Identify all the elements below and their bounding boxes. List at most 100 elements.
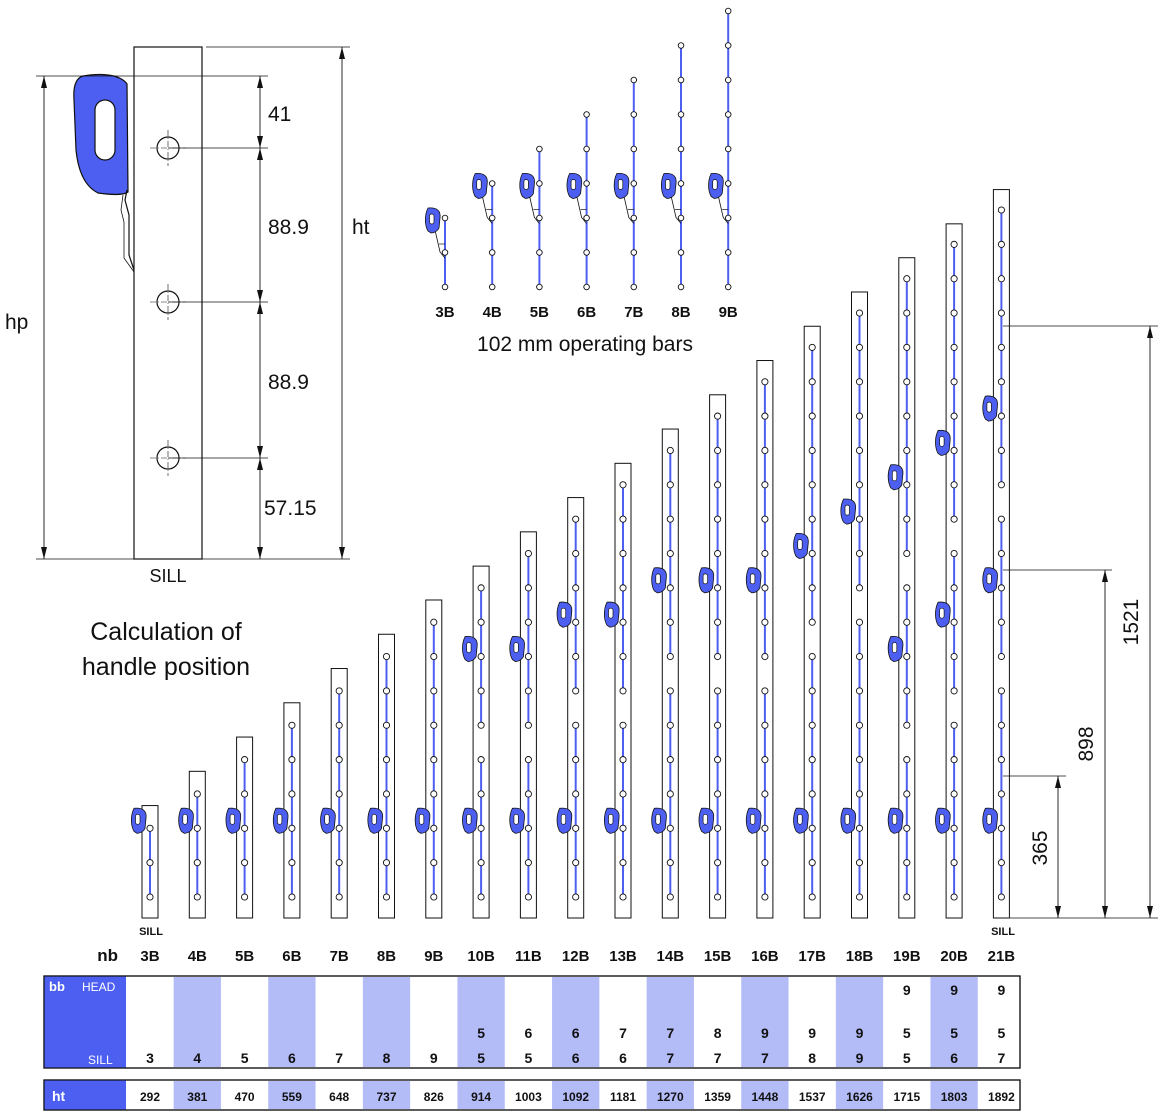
ht-value-6B: 559 xyxy=(282,1090,302,1104)
drawing-title-line-2: handle position xyxy=(82,653,250,681)
nb-header-12B: 12B xyxy=(562,948,590,965)
bb-column-shade xyxy=(268,977,316,1067)
main-bar-15B xyxy=(698,394,727,919)
bb-sill-value: 7 xyxy=(335,1050,343,1066)
main-bar-handle-icon xyxy=(367,807,384,834)
main-bar-handle-icon xyxy=(935,429,951,456)
main-sill-left-label: SILL xyxy=(139,926,163,938)
operating-bar-label-7B: 7B xyxy=(624,304,643,321)
ht-label: ht xyxy=(52,1088,66,1104)
ht-column-shade xyxy=(268,1081,316,1109)
nb-header-15B: 15B xyxy=(704,948,732,965)
main-bar-handle-icon xyxy=(887,807,904,834)
ht-value-21B: 1892 xyxy=(988,1090,1015,1104)
nb-header-19B: 19B xyxy=(893,948,921,965)
ht-value-5B: 470 xyxy=(235,1090,255,1104)
bb-column-shade xyxy=(930,977,978,1067)
bb-mid-value: 5 xyxy=(998,1025,1006,1041)
main-bar-4B xyxy=(178,770,206,919)
main-bar-20B xyxy=(935,223,963,919)
bb-column-shade xyxy=(646,977,694,1067)
ht-value-19B: 1715 xyxy=(893,1090,920,1104)
bb-sill-value: 9 xyxy=(856,1050,864,1066)
operating-bar-label-3B: 3B xyxy=(435,304,454,321)
main-bar-handle-icon xyxy=(935,601,951,628)
ht-value-17B: 1537 xyxy=(799,1090,826,1104)
operating-bar-8B: 8B xyxy=(660,42,691,321)
ht-value-7B: 648 xyxy=(329,1090,349,1104)
main-bar-7B xyxy=(320,668,348,919)
main-bar-handle-icon xyxy=(651,807,667,834)
dim-top-label: 41 xyxy=(268,103,291,126)
bb-sill-value: 4 xyxy=(193,1050,201,1066)
bb-sill-value: 6 xyxy=(288,1050,296,1066)
bb-head-value: 9 xyxy=(950,982,958,998)
ht-value-8B: 737 xyxy=(376,1090,396,1104)
main-bar-3B xyxy=(130,805,159,919)
main-bar-handle-icon xyxy=(603,807,620,834)
ht-value-15B: 1359 xyxy=(704,1090,731,1104)
nb-header-9B: 9B xyxy=(424,948,443,965)
bb-sill-label: SILL xyxy=(88,1053,113,1067)
bb-sill-value: 6 xyxy=(619,1050,627,1066)
bb-column-shade xyxy=(835,977,884,1067)
nb-header-7B: 7B xyxy=(330,948,349,965)
bb-head-value: 9 xyxy=(903,982,911,998)
ht-column-shade xyxy=(457,1081,505,1109)
ht-value-3B: 292 xyxy=(140,1090,160,1104)
bb-label-cell xyxy=(44,976,126,1068)
nb-header-13B: 13B xyxy=(609,948,637,965)
main-bar-handle-icon xyxy=(509,635,525,662)
operating-bar-4B: 4B xyxy=(472,172,502,321)
bb-sill-value: 5 xyxy=(477,1050,485,1066)
main-bar-handle-icon xyxy=(272,807,289,834)
operating-bars-caption: 102 mm operating bars xyxy=(477,333,693,356)
main-bar-handle-icon xyxy=(840,498,857,525)
ht-value-16B: 1448 xyxy=(752,1090,779,1104)
main-bar-10B xyxy=(462,565,490,919)
nb-header-17B: 17B xyxy=(798,948,826,965)
ht-value-4B: 381 xyxy=(187,1090,207,1104)
main-bar-handle-icon xyxy=(840,807,857,834)
dim-pitch-2-label: 88.9 xyxy=(268,371,309,394)
main-bar-11B xyxy=(509,531,537,919)
ht-column-shade xyxy=(646,1081,694,1109)
nb-header-14B: 14B xyxy=(657,948,685,965)
ht-value-18B: 1626 xyxy=(846,1090,873,1104)
nb-header-4B: 4B xyxy=(188,948,207,965)
main-bar-handle-icon xyxy=(982,395,998,422)
bb-sill-value: 8 xyxy=(808,1050,816,1066)
main-bar-14B xyxy=(651,428,679,919)
bb-sill-value: 5 xyxy=(241,1050,249,1066)
operating-bar-handle-icon xyxy=(424,207,441,234)
main-bar-handle-icon xyxy=(793,807,809,834)
right-dimensions: 1521 898 365 xyxy=(1003,325,1158,919)
ht-value-20B: 1803 xyxy=(941,1090,968,1104)
main-bar-handle-icon xyxy=(462,635,478,662)
operating-bar-5B: 5B xyxy=(519,145,549,321)
bb-column-shade xyxy=(552,977,600,1067)
bb-column-shade xyxy=(362,977,411,1067)
detail-sill-label: SILL xyxy=(149,566,186,586)
bb-sill-value: 7 xyxy=(998,1050,1006,1066)
dim-bottom-label: 57.15 xyxy=(264,497,317,520)
operating-bar-9B: 9B xyxy=(708,7,738,321)
ht-value-10B: 914 xyxy=(471,1090,491,1104)
bb-column-shade xyxy=(741,977,789,1067)
main-bar-handle-icon xyxy=(320,807,336,834)
bb-sill-value: 9 xyxy=(430,1050,438,1066)
bb-sill-value: 6 xyxy=(950,1050,958,1066)
nb-label: nb xyxy=(97,946,118,965)
main-bar-18B xyxy=(840,291,868,919)
bb-mid-value: 9 xyxy=(856,1025,864,1041)
nb-header-3B: 3B xyxy=(140,948,159,965)
main-bar-19B xyxy=(887,257,916,919)
ht-table: 292 381 470 559 648 737 826 914 1003 1092 1181 1270… xyxy=(43,1079,1021,1111)
main-bar-handle-icon xyxy=(887,464,904,491)
ht-value-12B: 1092 xyxy=(562,1090,589,1104)
ht-column-shade xyxy=(173,1081,221,1109)
ht-column-shade xyxy=(552,1081,600,1109)
detail-view: 41 88.9 88.9 57.15 ht hp SILL xyxy=(5,46,370,586)
nb-header-20B: 20B xyxy=(940,948,968,965)
bb-mid-value: 6 xyxy=(572,1025,580,1041)
